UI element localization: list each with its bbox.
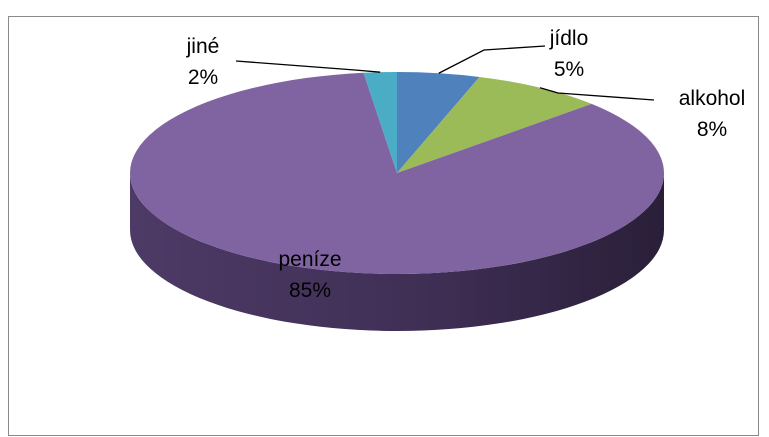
slice-label-alkohol: alkohol xyxy=(679,87,746,110)
leader-line-jidlo xyxy=(438,45,546,74)
slice-label-jidlo: jídlo xyxy=(549,27,589,50)
slice-jine xyxy=(363,72,397,173)
leader-line-jine xyxy=(235,60,381,73)
slice-value-penize: 85% xyxy=(289,279,331,302)
slice-value-jidlo: 5% xyxy=(554,58,584,81)
slice-alkohol xyxy=(397,76,592,173)
slice-label-penize: peníze xyxy=(278,248,341,271)
slice-value-alkohol: 8% xyxy=(697,118,727,141)
slice-jidlo xyxy=(397,72,480,173)
slice-label-jine: jiné xyxy=(186,35,220,58)
slice-side-penize xyxy=(130,173,664,331)
slice-penize xyxy=(130,72,665,274)
leader-line-alkohol xyxy=(539,87,655,101)
slice-value-jine: 2% xyxy=(188,66,218,89)
